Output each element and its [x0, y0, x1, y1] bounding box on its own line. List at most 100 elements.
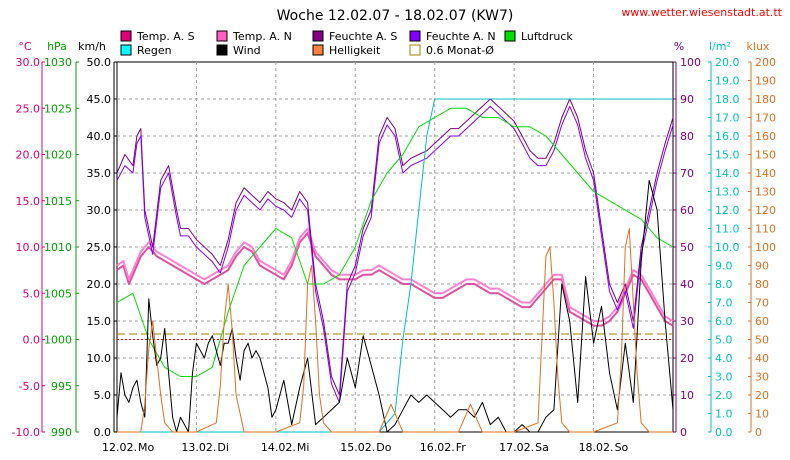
y-tick-pressure: 1030: [44, 56, 72, 69]
y-tick-pressure: 1005: [44, 287, 72, 300]
y-tick-wind: 50.0: [87, 56, 112, 69]
axis-unit-rain: l/m²: [709, 40, 731, 53]
y-tick-humidity: 50: [680, 241, 694, 254]
y-tick-brightness: 50: [755, 334, 769, 347]
y-tick-humidity: 100: [680, 56, 701, 69]
y-tick-brightness: 160: [755, 130, 776, 143]
y-tick-temp: 5.0: [23, 287, 41, 300]
axis-unit-temp: °C: [18, 40, 32, 53]
y-tick-humidity: 30: [680, 315, 694, 328]
series-line-helligkeit: [117, 228, 673, 433]
y-tick-brightness: 130: [755, 186, 776, 199]
y-tick-pressure: 1015: [44, 195, 72, 208]
y-tick-wind: 35.0: [87, 167, 112, 180]
y-tick-brightness: 80: [755, 278, 769, 291]
x-tick-date: 12.02.: [102, 441, 137, 454]
y-tick-brightness: 140: [755, 167, 776, 180]
y-tick-brightness: 30: [755, 371, 769, 384]
axis-unit-humidity: %: [674, 40, 684, 53]
axis-unit-pressure: hPa: [47, 40, 67, 53]
x-tick-date: 18.02.: [579, 441, 614, 454]
series-line-temp-a-n: [116, 227, 674, 322]
legend-swatch: [216, 44, 228, 56]
y-tick-brightness: 120: [755, 204, 776, 217]
legend-swatch: [312, 44, 324, 56]
legend-swatch: [409, 30, 421, 42]
y-tick-rain: 16.0: [715, 130, 740, 143]
legend-swatch: [216, 30, 228, 42]
y-tick-temp: 10.0: [16, 241, 41, 254]
y-tick-temp: -10.0: [12, 426, 40, 439]
x-tick-day: Sa: [535, 441, 549, 454]
y-tick-rain: 2.0: [715, 389, 733, 402]
legend-swatch: [312, 30, 324, 42]
y-tick-temp: 0.0: [23, 334, 41, 347]
y-tick-pressure: 1025: [44, 102, 72, 115]
y-tick-brightness: 200: [755, 56, 776, 69]
y-tick-wind: 30.0: [87, 204, 112, 217]
y-tick-rain: 5.0: [715, 334, 733, 347]
series-line-luftdruck: [116, 107, 674, 377]
y-tick-temp: 15.0: [16, 195, 41, 208]
x-tick-day: Mo: [138, 441, 154, 454]
legend-swatch: [409, 44, 421, 56]
y-tick-brightness: 170: [755, 112, 776, 125]
y-tick-pressure: 1020: [44, 149, 72, 162]
legend-label: Feuchte A. N: [426, 30, 496, 43]
y-tick-temp: 25.0: [16, 102, 41, 115]
y-tick-humidity: 90: [680, 93, 694, 106]
y-tick-wind: 15.0: [87, 315, 112, 328]
y-tick-brightness: 180: [755, 93, 776, 106]
legend-label: Helligkeit: [329, 44, 381, 57]
y-tick-rain: 7.0: [715, 297, 733, 310]
y-tick-rain: 9.0: [715, 260, 733, 273]
x-tick-date: 17.02.: [499, 441, 534, 454]
y-tick-brightness: 190: [755, 75, 776, 88]
y-tick-wind: 5.0: [94, 389, 112, 402]
y-tick-wind: 20.0: [87, 278, 112, 291]
legend-label: 0.6 Monat-Ø: [426, 44, 494, 57]
y-tick-humidity: 60: [680, 204, 694, 217]
y-tick-brightness: 150: [755, 149, 776, 162]
y-tick-humidity: 10: [680, 389, 694, 402]
y-tick-rain: 11.0: [715, 223, 740, 236]
x-tick-day: Fr: [456, 441, 467, 454]
x-tick-day: Di: [217, 441, 229, 454]
y-tick-rain: 18.0: [715, 93, 740, 106]
series-line-feuchte-a-n: [116, 105, 674, 403]
series-line-regen: [117, 98, 673, 433]
legend-label: Wind: [233, 44, 261, 57]
x-tick-date: 16.02.: [420, 441, 455, 454]
y-tick-brightness: 40: [755, 352, 769, 365]
y-tick-humidity: 40: [680, 278, 694, 291]
y-tick-brightness: 90: [755, 260, 769, 273]
legend-label: Temp. A. S: [136, 30, 195, 43]
y-tick-brightness: 10: [755, 408, 769, 421]
y-tick-brightness: 110: [755, 223, 776, 236]
y-tick-temp: 30.0: [16, 56, 41, 69]
y-tick-rain: 1.0: [715, 408, 733, 421]
y-tick-brightness: 100: [755, 241, 776, 254]
x-tick-day: Mi: [297, 441, 310, 454]
y-tick-rain: 14.0: [715, 167, 740, 180]
y-tick-wind: 45.0: [87, 93, 112, 106]
legend-label: Luftdruck: [521, 30, 573, 43]
x-tick-date: 15.02.: [340, 441, 375, 454]
y-tick-rain: 10.0: [715, 241, 740, 254]
legend-swatch: [120, 30, 132, 42]
series-line-temp-a-s: [116, 232, 674, 327]
series-line-wind: [116, 179, 674, 433]
y-tick-rain: 13.0: [715, 186, 740, 199]
y-tick-rain: 19.0: [715, 75, 740, 88]
y-tick-brightness: 0: [755, 426, 762, 439]
x-tick-day: So: [615, 441, 629, 454]
y-tick-humidity: 80: [680, 130, 694, 143]
x-tick-date: 13.02.: [181, 441, 216, 454]
chart-title: Woche 12.02.07 - 18.02.07 (KW7): [277, 8, 514, 24]
y-tick-temp: 20.0: [16, 149, 41, 162]
y-tick-brightness: 20: [755, 389, 769, 402]
y-tick-humidity: 70: [680, 167, 694, 180]
series-line-feuchte-a-s: [116, 98, 674, 396]
y-tick-rain: 17.0: [715, 112, 740, 125]
